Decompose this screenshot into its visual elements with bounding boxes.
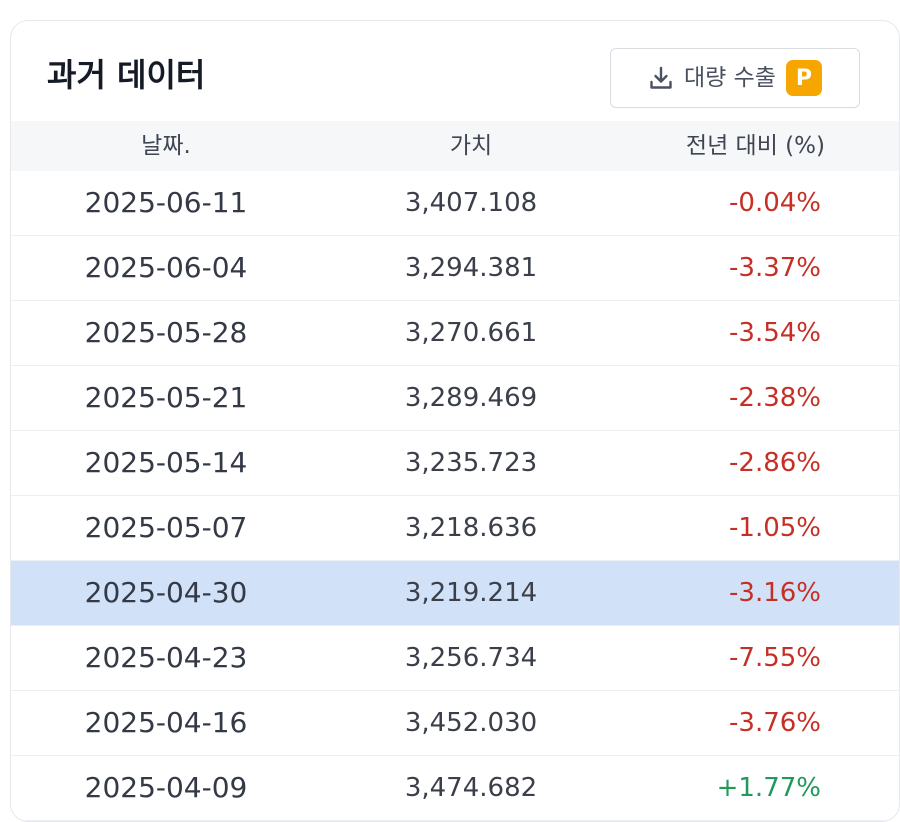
cell-date: 2025-05-14	[84, 446, 248, 479]
cell-yoy-change: -3.76%	[729, 708, 821, 738]
table-body: 2025-06-11 3,407.108 -0.04% 2025-06-04 3…	[11, 171, 899, 821]
table-row[interactable]: 2025-06-11 3,407.108 -0.04%	[11, 171, 899, 236]
cell-date: 2025-05-21	[84, 381, 248, 414]
cell-date: 2025-05-28	[84, 316, 248, 349]
cell-value: 3,289.469	[404, 383, 538, 413]
cell-yoy-change: -3.54%	[729, 318, 821, 348]
table-row[interactable]: 2025-04-16 3,452.030 -3.76%	[11, 691, 899, 756]
pro-badge: P	[785, 60, 822, 96]
cell-yoy-change: +1.77%	[716, 773, 821, 803]
cell-value: 3,218.636	[404, 513, 538, 543]
cell-value: 3,219.214	[404, 578, 538, 608]
cell-yoy-change: -3.16%	[729, 578, 821, 608]
cell-value: 3,474.682	[404, 773, 538, 803]
table-row[interactable]: 2025-05-28 3,270.661 -3.54%	[11, 301, 899, 366]
cell-yoy-change: -1.05%	[729, 513, 821, 543]
bulk-export-button[interactable]: 대량 수출 P	[610, 48, 860, 108]
download-icon	[648, 65, 674, 91]
table-row[interactable]: 2025-04-23 3,256.734 -7.55%	[11, 626, 899, 691]
cell-date: 2025-04-23	[84, 641, 248, 674]
cell-yoy-change: -0.04%	[729, 188, 821, 218]
card-header: 과거 데이터 대량 수출 P	[11, 21, 899, 121]
table-row[interactable]: 2025-05-21 3,289.469 -2.38%	[11, 366, 899, 431]
cell-value: 3,294.381	[404, 253, 538, 283]
page-title: 과거 데이터	[47, 56, 206, 94]
cell-date: 2025-06-04	[84, 251, 248, 284]
table-row[interactable]: 2025-04-09 3,474.682 +1.77%	[11, 756, 899, 821]
cell-value: 3,270.661	[404, 318, 538, 348]
cell-value: 3,256.734	[404, 643, 538, 673]
table-row[interactable]: 2025-04-30 3,219.214 -3.16%	[11, 561, 899, 626]
table-row[interactable]: 2025-05-07 3,218.636 -1.05%	[11, 496, 899, 561]
cell-date: 2025-04-30	[84, 576, 248, 609]
cell-value: 3,452.030	[404, 708, 538, 738]
table-row[interactable]: 2025-05-14 3,235.723 -2.86%	[11, 431, 899, 496]
cell-value: 3,235.723	[404, 448, 538, 478]
cell-date: 2025-04-16	[84, 706, 248, 739]
cell-yoy-change: -2.38%	[729, 383, 821, 413]
cell-date: 2025-04-09	[84, 771, 248, 804]
cell-yoy-change: -7.55%	[729, 643, 821, 673]
column-header-value[interactable]: 가치	[449, 133, 493, 159]
cell-value: 3,407.108	[404, 188, 538, 218]
cell-yoy-change: -3.37%	[729, 253, 821, 283]
column-header-yoy-change[interactable]: 전년 대비 (%)	[685, 133, 825, 159]
historical-data-card: 과거 데이터 대량 수출 P 날짜. 가치 전년 대비 (%) 2025-06-…	[10, 20, 900, 822]
cell-date: 2025-06-11	[84, 186, 248, 219]
table-header: 날짜. 가치 전년 대비 (%)	[11, 121, 899, 171]
column-header-date[interactable]: 날짜.	[141, 133, 191, 159]
bulk-export-label: 대량 수출	[684, 65, 776, 91]
cell-date: 2025-05-07	[84, 511, 248, 544]
table-row[interactable]: 2025-06-04 3,294.381 -3.37%	[11, 236, 899, 301]
cell-yoy-change: -2.86%	[729, 448, 821, 478]
